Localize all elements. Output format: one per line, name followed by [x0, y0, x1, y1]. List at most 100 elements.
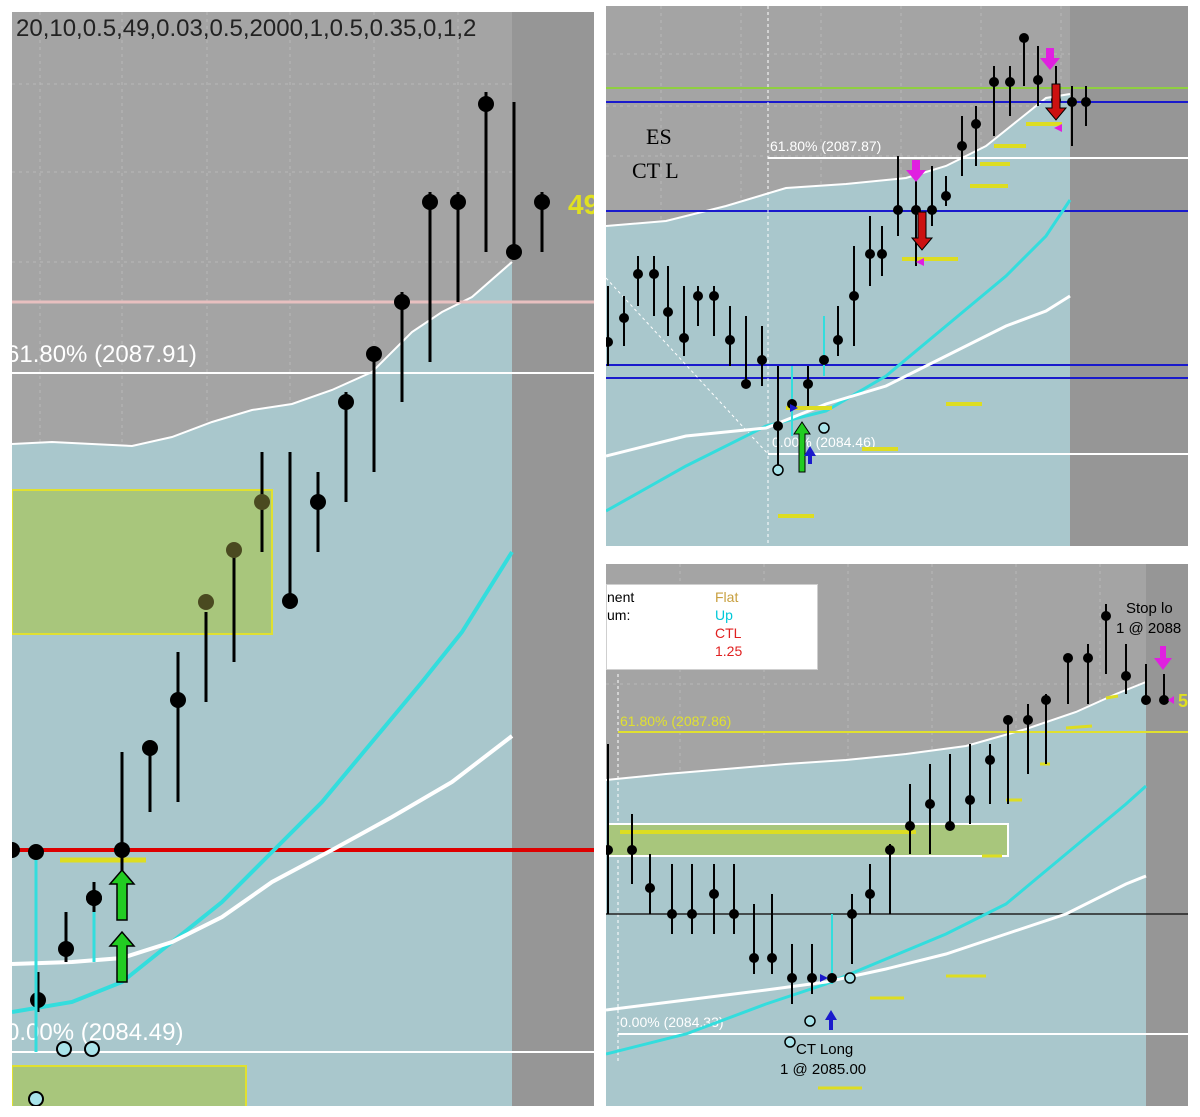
bar-close-dot	[709, 291, 719, 301]
open-circles	[784, 972, 856, 1048]
symbol-label: ES	[646, 124, 672, 149]
bar-close-dot	[757, 355, 767, 365]
fib-top-label: 61.80% (2087.86)	[620, 713, 731, 729]
bar-close-dot	[534, 194, 550, 210]
bar-close-dot	[749, 953, 759, 963]
bar-close-dot	[833, 335, 843, 345]
bar-close-dot	[30, 992, 46, 1008]
entry-price-label: 1 @ 2085.00	[780, 1061, 866, 1078]
bar-close-dot	[729, 909, 739, 919]
bar-close-dot	[450, 194, 466, 210]
bar-close-dot	[170, 692, 186, 708]
bar-close-dot	[709, 889, 719, 899]
open-circles	[772, 422, 830, 476]
bar-close-dot	[1159, 695, 1169, 705]
bar-close-dot	[679, 333, 689, 343]
lower-band-line	[12, 734, 514, 966]
bar-close-dot	[985, 755, 995, 765]
bar-close-dot	[422, 194, 438, 210]
legend-value-signal: CTL	[715, 625, 742, 641]
bar-close-dot	[725, 335, 735, 345]
long-signal-arrow	[790, 404, 816, 473]
chart-bottom-right-svg: 61.80% (2087.86) 0.00% (2084.33) CT Long…	[606, 564, 1188, 1106]
bar-close-dot	[741, 379, 751, 389]
bar-close-dot	[28, 844, 44, 860]
legend-value-momentum: Up	[715, 607, 733, 623]
bar-close-dot	[819, 355, 829, 365]
bar-close-dot	[1019, 33, 1029, 43]
legend-label-momentum: um:	[607, 607, 631, 623]
bar-close-dot	[971, 119, 981, 129]
legend-value-trend: Flat	[715, 589, 739, 605]
bar-close-dot	[667, 909, 677, 919]
bar-close-dot	[1081, 97, 1091, 107]
bar-close-dot	[773, 421, 783, 431]
bar-close-dot	[925, 799, 935, 809]
zone-box-lower	[12, 1065, 247, 1106]
price-value-label: 5	[1178, 691, 1188, 711]
fib-top-label: 61.80% (2087.91)	[12, 341, 197, 368]
bar-close-dot	[927, 205, 937, 215]
bar-close-dot	[86, 890, 102, 906]
bar-close-dot	[1101, 611, 1111, 621]
bar-close-dot	[142, 740, 158, 756]
price-bars-left	[12, 92, 550, 1052]
bar-close-dot	[893, 205, 903, 215]
bar-close-dot	[787, 973, 797, 983]
bar-close-dot	[58, 941, 74, 957]
bar-close-dot	[877, 249, 887, 259]
indicator-legend: nent Flat um: Up CTL 1.25	[606, 584, 818, 670]
future-strip	[1070, 6, 1188, 546]
long-signal-arrow	[108, 868, 136, 983]
bar-close-dot	[338, 394, 354, 410]
bar-close-dot	[803, 379, 813, 389]
legend-label-trend: nent	[607, 589, 635, 605]
bar-close-dot	[198, 594, 214, 610]
bar-close-dot	[693, 291, 703, 301]
bar-close-dot	[633, 269, 643, 279]
bar-close-dot	[807, 973, 817, 983]
bar-close-dot	[957, 141, 967, 151]
upper-band-line	[12, 261, 513, 448]
bar-close-dot	[12, 842, 20, 858]
bar-close-dot	[506, 244, 522, 260]
stop-price-label: 1 @ 2088	[1116, 620, 1181, 637]
bar-close-dot	[1003, 715, 1013, 725]
bar-close-dot	[827, 973, 837, 983]
future-strip	[512, 12, 594, 1106]
bar-close-dot	[394, 294, 410, 310]
bar-close-dot	[649, 269, 659, 279]
bar-close-dot	[282, 593, 298, 609]
bar-close-dot	[663, 307, 673, 317]
entry-label: CT Long	[796, 1041, 853, 1058]
bar-close-dot	[865, 889, 875, 899]
bar-close-dot	[1121, 671, 1131, 681]
chart-top-right-svg: 61.80% (2087.87) 0.00% (2084.46)	[606, 6, 1188, 546]
legend-value-ratio: 1.25	[715, 643, 743, 659]
bar-close-dot	[254, 494, 270, 510]
envelope-band	[606, 682, 1146, 1106]
price-bars-bottom-right	[606, 604, 1169, 1004]
zone-box	[607, 823, 1009, 857]
bar-close-dot	[1033, 75, 1043, 85]
bar-close-dot	[1063, 653, 1073, 663]
bar-close-dot	[1067, 97, 1077, 107]
bar-close-dot	[1005, 77, 1015, 87]
magenta-markers	[1154, 646, 1174, 704]
chart-panel-bottom-right: 61.80% (2087.86) 0.00% (2084.33) CT Long…	[606, 564, 1188, 1106]
bar-close-dot	[366, 346, 382, 362]
bar-close-dot	[226, 542, 242, 558]
bar-close-dot	[1141, 695, 1151, 705]
bar-close-dot	[1023, 715, 1033, 725]
bar-close-dot	[865, 249, 875, 259]
bar-close-dot	[989, 77, 999, 87]
upper-band-line	[606, 681, 1147, 781]
bar-close-dot	[606, 337, 613, 347]
open-circles	[28, 1041, 100, 1106]
chart-panel-top-right: 61.80% (2087.87) 0.00% (2084.46)	[606, 6, 1188, 546]
midline-cyan	[12, 550, 514, 1014]
magenta-markers	[906, 48, 1062, 266]
chart-left-svg: 61.80% (2087.91) 0.00% (2084.49) 20,10,0…	[12, 12, 594, 1106]
future-strip	[1146, 564, 1188, 1106]
fib-bottom-label: 0.00% (2084.49)	[12, 1019, 183, 1046]
